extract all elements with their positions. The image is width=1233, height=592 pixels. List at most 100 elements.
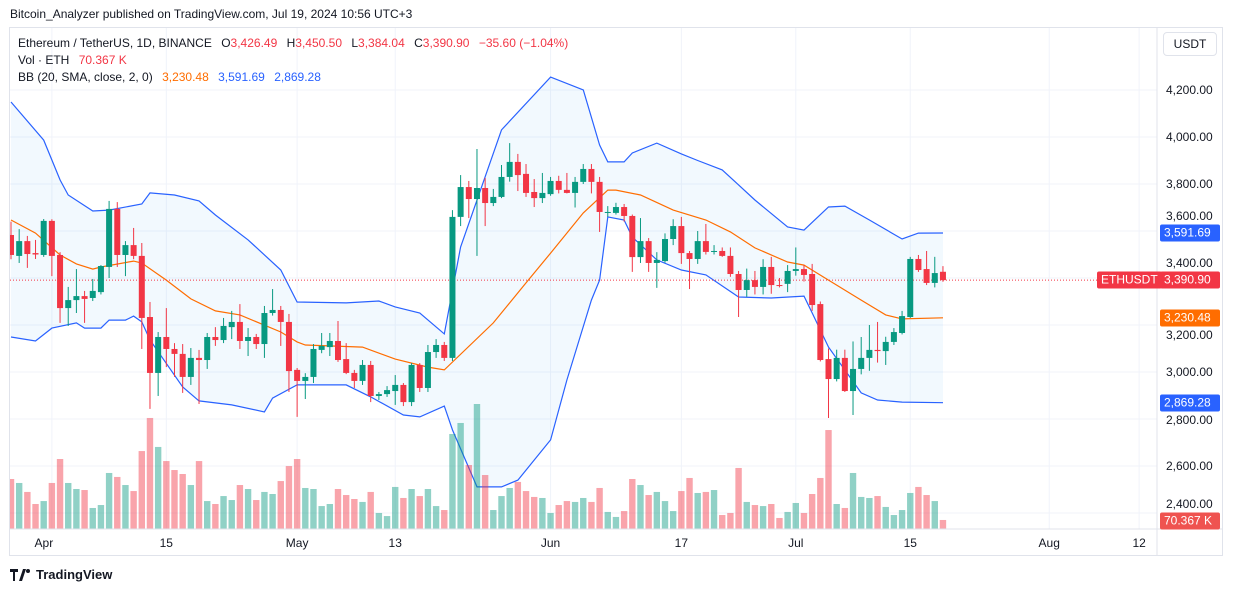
candles [10, 143, 946, 419]
publish-info: Bitcoin_Analyzer published on TradingVie… [10, 7, 413, 21]
volume-bar [604, 511, 611, 529]
candle-body [163, 336, 170, 349]
candle-body [285, 321, 292, 372]
volume-bar [514, 481, 522, 529]
candle-body [294, 369, 301, 381]
candle-body [212, 336, 219, 341]
tradingview-logo-icon [10, 568, 30, 581]
time-tick-label: 15 [903, 536, 917, 550]
volume-bar [522, 491, 530, 529]
tradingview-logo[interactable]: TradingView [10, 567, 112, 582]
time-tick-label: May [285, 536, 309, 550]
time-tick-label: 13 [388, 536, 402, 550]
volume-bar [24, 491, 31, 529]
candle-body [122, 245, 129, 255]
candle-body [547, 180, 554, 195]
volume-bar [244, 489, 252, 529]
candle-body [539, 192, 546, 199]
candle-body [106, 208, 113, 267]
volume-bar [457, 422, 464, 529]
bb-band-fill [11, 77, 943, 487]
candle-body [514, 161, 521, 176]
brand-name: TradingView [36, 567, 113, 582]
volume-bar [408, 489, 415, 529]
volume-bar [32, 504, 39, 529]
bb-lower-badge: 2,869.28 [1160, 394, 1220, 412]
volume-bar [612, 516, 620, 529]
candle-body [899, 316, 906, 333]
volume-bar [81, 490, 88, 529]
volume-bar [531, 496, 538, 529]
volume-bar [40, 501, 47, 529]
bb-upper-line [10, 76, 944, 336]
candle-body [792, 269, 799, 271]
candle-body [735, 274, 742, 290]
candle-body [40, 220, 47, 255]
time-tick-label: 17 [674, 536, 689, 550]
volume-bar [293, 459, 301, 529]
volume-label: Vol · ETH [18, 53, 70, 67]
bb-upper-badge: 3,591.69 [1160, 224, 1220, 242]
volume-bar [874, 496, 881, 529]
candle-body [57, 254, 64, 309]
candle-body [915, 258, 922, 271]
volume-bar [449, 434, 456, 529]
candle-body [612, 207, 619, 213]
candle-body [580, 168, 587, 182]
volume-bar [220, 496, 227, 529]
volume-bar [48, 482, 56, 529]
volume-bar [228, 500, 235, 529]
time-tick-label: 12 [1132, 536, 1146, 550]
candle-body [81, 296, 88, 299]
candle-body [850, 368, 857, 392]
candle-body [760, 266, 767, 287]
volume-bar [563, 501, 571, 529]
volume-bar [105, 472, 113, 529]
candle-body [768, 266, 775, 286]
candle-body [874, 349, 881, 352]
volume-bar [784, 511, 791, 529]
volume-bar [236, 485, 244, 529]
candle-body [24, 241, 31, 255]
candle-body [702, 241, 709, 252]
candle-body [482, 187, 489, 204]
candle-body [89, 290, 96, 298]
price-tick-label: 2,400.00 [1166, 497, 1213, 511]
volume-bar [277, 481, 284, 529]
candle-body [179, 353, 186, 377]
candle-body [506, 161, 513, 177]
volume-bar [555, 505, 562, 529]
candle-body [694, 241, 701, 259]
volume-bar [580, 497, 587, 529]
volume-bar [146, 417, 154, 529]
candle-body [662, 238, 668, 262]
volume-bar [727, 512, 734, 529]
candle-body [400, 384, 407, 403]
volume-bar [302, 487, 309, 529]
candle-body [138, 255, 145, 318]
volume-bar [187, 485, 195, 529]
candle-body [269, 309, 276, 314]
candle-body [343, 359, 350, 373]
currency-button[interactable]: USDT [1163, 32, 1217, 56]
volume-bar [792, 502, 799, 529]
legend-bb-row: BB (20, SMA, close, 2, 0) 3,230.48 3,591… [18, 69, 568, 86]
volume-bar [710, 490, 718, 529]
candle-body [498, 176, 505, 197]
bb-basis-value: 3,230.48 [162, 70, 209, 84]
candle-body [882, 341, 889, 352]
candle-body [629, 215, 636, 258]
candle-body [776, 285, 783, 287]
volume-bar [645, 495, 652, 529]
time-tick-label: Apr [34, 536, 54, 550]
candle-body [784, 270, 791, 284]
candle-body [817, 304, 824, 361]
candle-body [326, 340, 333, 348]
candle-body [670, 226, 677, 239]
volume-bar [882, 506, 889, 529]
candle-body [637, 241, 644, 258]
bb-basis-badge: 3,230.48 [1160, 309, 1220, 327]
volume-bar [424, 489, 432, 529]
volume-bar [539, 497, 546, 529]
